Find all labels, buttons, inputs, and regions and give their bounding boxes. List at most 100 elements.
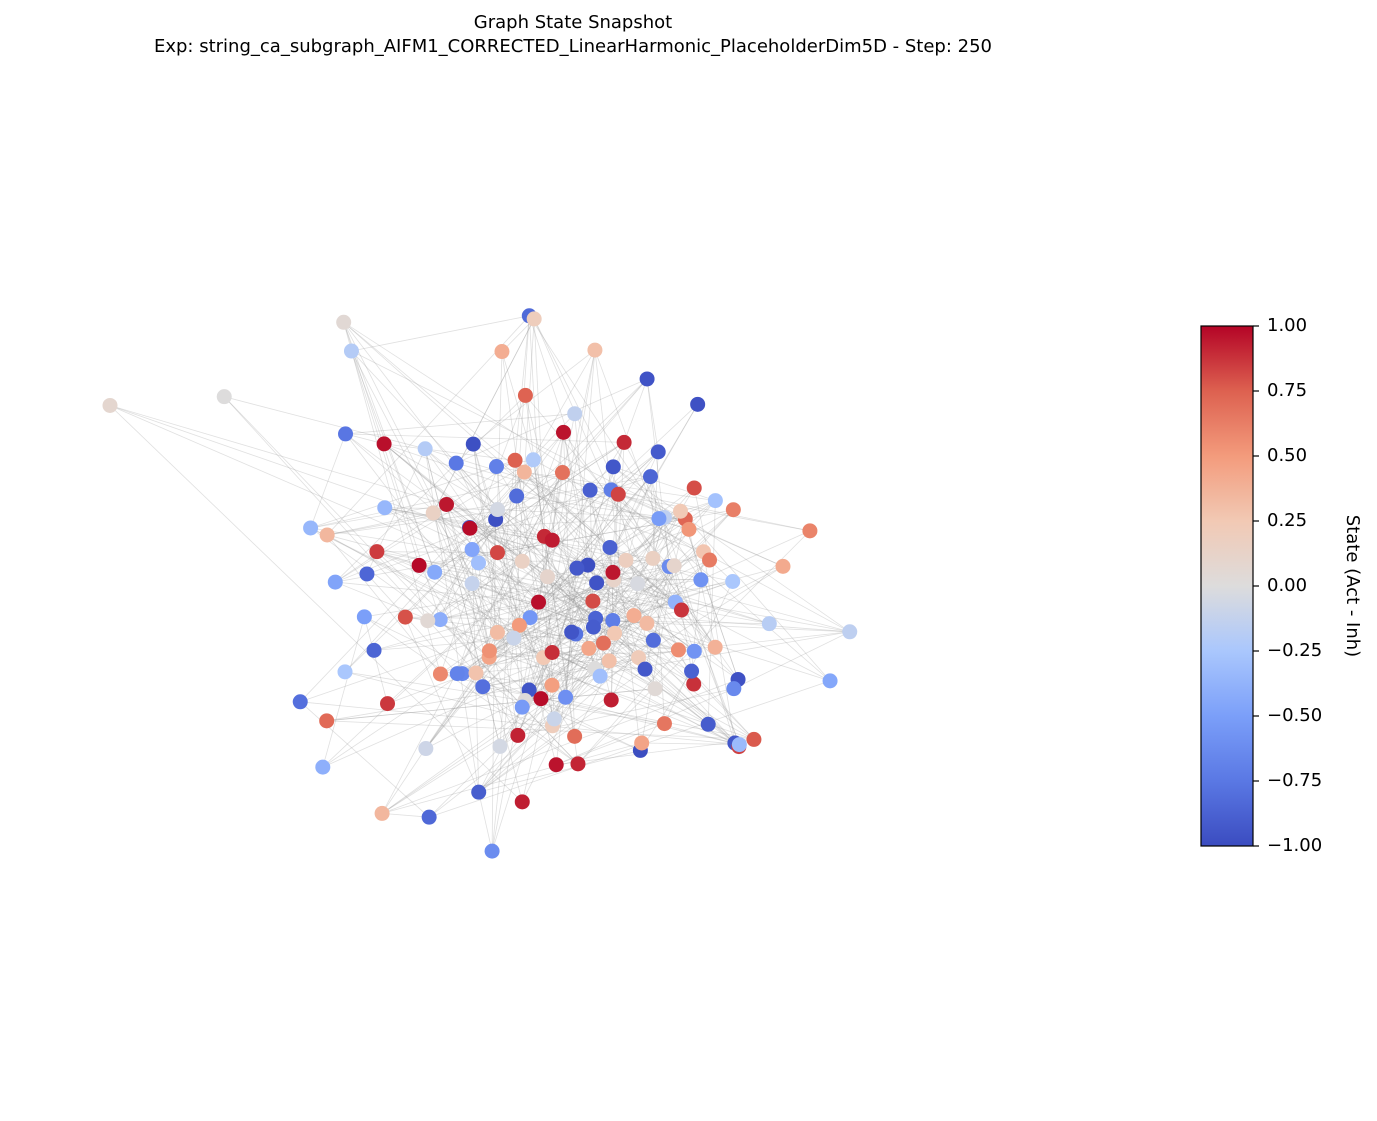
edge <box>343 322 638 585</box>
edge <box>633 615 850 633</box>
edge <box>473 349 596 445</box>
edge <box>472 444 519 736</box>
edge <box>489 442 625 652</box>
node <box>533 691 549 707</box>
chart-subtitle: Exp: string_ca_subgraph_AIFM1_CORRECTED_… <box>154 36 992 57</box>
node <box>700 716 716 732</box>
node <box>377 500 393 516</box>
edge <box>595 617 647 624</box>
edge <box>617 494 656 689</box>
node <box>468 665 484 681</box>
node <box>514 553 530 569</box>
edge <box>551 559 710 686</box>
edge <box>552 652 610 662</box>
edge <box>224 396 426 450</box>
node <box>327 574 343 590</box>
node <box>102 397 118 413</box>
node <box>421 809 437 825</box>
edge <box>478 792 493 852</box>
edge <box>499 315 530 747</box>
edge <box>514 460 692 672</box>
edge <box>310 472 563 529</box>
edge <box>641 742 740 745</box>
edge <box>514 460 682 611</box>
edge <box>440 559 627 620</box>
edge <box>565 632 573 698</box>
edge <box>418 565 519 736</box>
edge <box>432 318 535 514</box>
node <box>319 527 335 543</box>
edge <box>637 518 660 584</box>
node <box>531 594 547 610</box>
node <box>610 486 626 502</box>
edge <box>364 565 675 618</box>
node <box>514 794 530 810</box>
nodes <box>102 308 858 859</box>
edge <box>364 616 641 751</box>
edge <box>419 539 553 566</box>
edge <box>446 504 548 578</box>
edge <box>688 529 716 648</box>
edge <box>424 448 736 744</box>
edge <box>543 350 596 658</box>
edge <box>562 472 716 648</box>
edge <box>478 668 646 793</box>
edge <box>456 378 648 464</box>
edge <box>432 512 490 651</box>
node <box>425 505 441 521</box>
edge <box>366 573 458 674</box>
edge <box>439 619 579 765</box>
edge <box>571 582 597 633</box>
edge <box>446 504 548 578</box>
edge <box>381 472 563 814</box>
edge <box>519 558 654 626</box>
edge <box>469 527 653 559</box>
edge <box>109 405 654 641</box>
edge <box>472 443 555 720</box>
node <box>693 572 709 588</box>
node <box>366 642 382 658</box>
node <box>506 630 522 646</box>
edge <box>419 565 682 611</box>
node <box>842 624 858 640</box>
node <box>369 544 385 560</box>
edge <box>364 616 579 765</box>
edge <box>610 566 670 701</box>
node <box>511 617 527 633</box>
edge <box>462 559 710 674</box>
node <box>464 576 480 592</box>
node <box>448 455 464 471</box>
edge <box>524 490 591 701</box>
edge <box>565 517 665 698</box>
node <box>356 609 372 625</box>
colorbar-tick-label: −1.00 <box>1267 835 1322 856</box>
edge <box>544 489 591 537</box>
node <box>376 436 392 452</box>
edge <box>472 583 682 611</box>
edge <box>556 739 754 766</box>
edge <box>345 433 625 443</box>
edge <box>516 495 665 518</box>
node <box>359 566 375 582</box>
node <box>761 616 777 632</box>
node <box>605 459 621 475</box>
edge <box>475 631 850 674</box>
edge <box>563 432 716 648</box>
edge <box>551 432 564 541</box>
edge <box>497 315 530 633</box>
edge <box>405 519 496 618</box>
edge <box>322 451 659 768</box>
edge <box>310 504 447 529</box>
node <box>471 784 487 800</box>
node <box>564 624 580 640</box>
node <box>592 668 608 684</box>
edge <box>637 583 739 680</box>
edge <box>427 579 701 622</box>
node <box>411 557 427 573</box>
edge <box>456 472 563 674</box>
edge <box>478 668 595 793</box>
node <box>645 632 661 648</box>
edge <box>528 315 702 580</box>
edge <box>384 443 516 461</box>
edge <box>475 476 651 674</box>
